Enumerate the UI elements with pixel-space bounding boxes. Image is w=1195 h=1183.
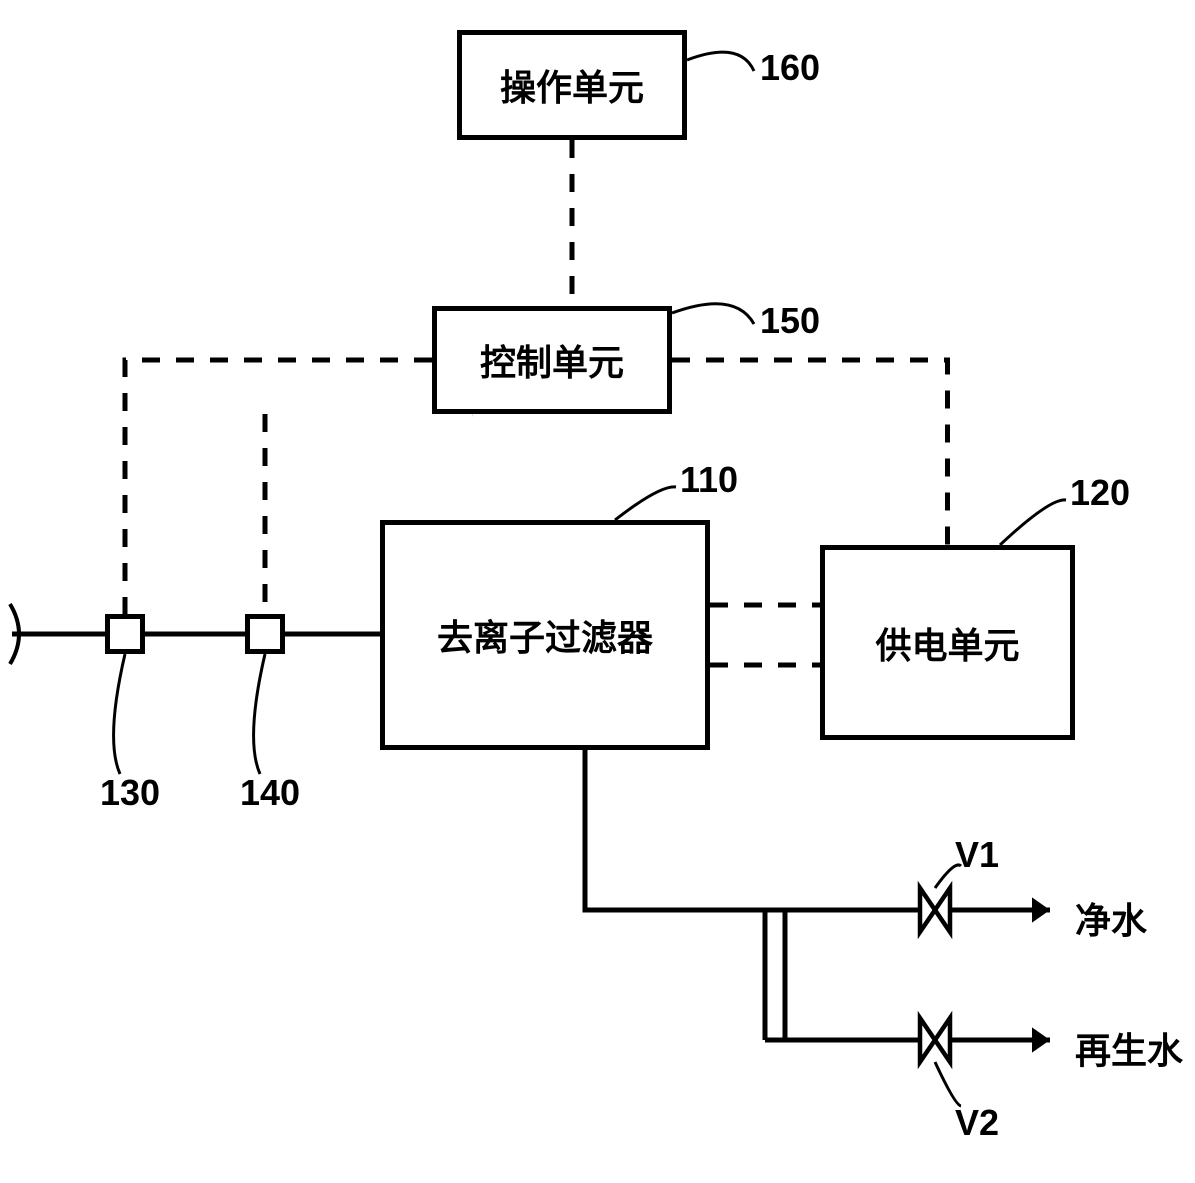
ref-120: 120	[1070, 472, 1130, 514]
ref-110: 110	[680, 459, 738, 501]
ref-150: 150	[760, 300, 820, 342]
ref-140: 140	[240, 772, 300, 814]
ref-130: 130	[100, 772, 160, 814]
output-pure-water: 净水	[1075, 892, 1147, 944]
ref-v2: V2	[955, 1102, 999, 1144]
ref-160: 160	[760, 47, 820, 89]
ref-v1: V1	[955, 834, 999, 876]
output-regen-water: 再生水	[1075, 1022, 1183, 1074]
